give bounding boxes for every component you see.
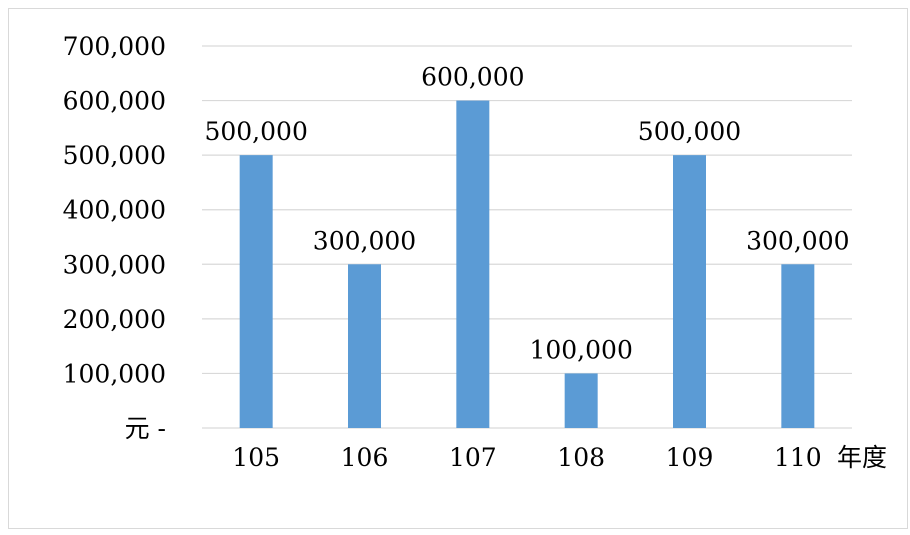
y-tick-label: 200,000: [63, 305, 166, 334]
x-tick-label: 110: [774, 443, 822, 472]
gridlines: [202, 45, 852, 429]
data-label: 500,000: [638, 117, 741, 146]
x-tick-label: 105: [232, 443, 280, 472]
data-label: 500,000: [204, 117, 307, 146]
bars: [239, 100, 815, 429]
y-tick-label: 500,000: [63, 141, 166, 170]
chart-frame: 元 - 100,000 200,000 300,000 400,000 500,000 60…: [8, 8, 908, 529]
x-tick-label: 107: [449, 443, 497, 472]
bar-109: [673, 155, 706, 428]
x-tick-label: 106: [341, 443, 389, 472]
y-tick-label: 300,000: [63, 250, 166, 279]
data-label: 100,000: [529, 335, 632, 364]
y-tick-label: 400,000: [63, 196, 166, 225]
x-axis-unit-label: 年度: [837, 443, 887, 472]
bar-108: [564, 373, 598, 428]
data-labels: 500,000 300,000 600,000 100,000 500,000 300,0…: [204, 63, 849, 365]
bar-105: [239, 155, 273, 428]
x-tick-label: 109: [666, 443, 714, 472]
y-axis-ticks: 元 - 100,000 200,000 300,000 400,000 500,000 60…: [63, 32, 166, 443]
y-tick-label: 100,000: [63, 359, 166, 388]
data-label: 300,000: [313, 226, 416, 255]
data-label: 300,000: [746, 226, 849, 255]
y-tick-label: 700,000: [63, 32, 166, 61]
bar-chart: 元 - 100,000 200,000 300,000 400,000 500,000 60…: [63, 32, 887, 472]
x-axis-ticks: 105 106 107 108 109 110: [232, 443, 821, 472]
data-label: 600,000: [421, 63, 524, 92]
bar-107: [456, 100, 490, 429]
y-tick-label: 600,000: [63, 87, 166, 116]
x-tick-label: 108: [557, 443, 605, 472]
bar-110: [781, 264, 815, 428]
bar-106: [348, 264, 381, 428]
y-tick-label: 元 -: [125, 414, 166, 443]
